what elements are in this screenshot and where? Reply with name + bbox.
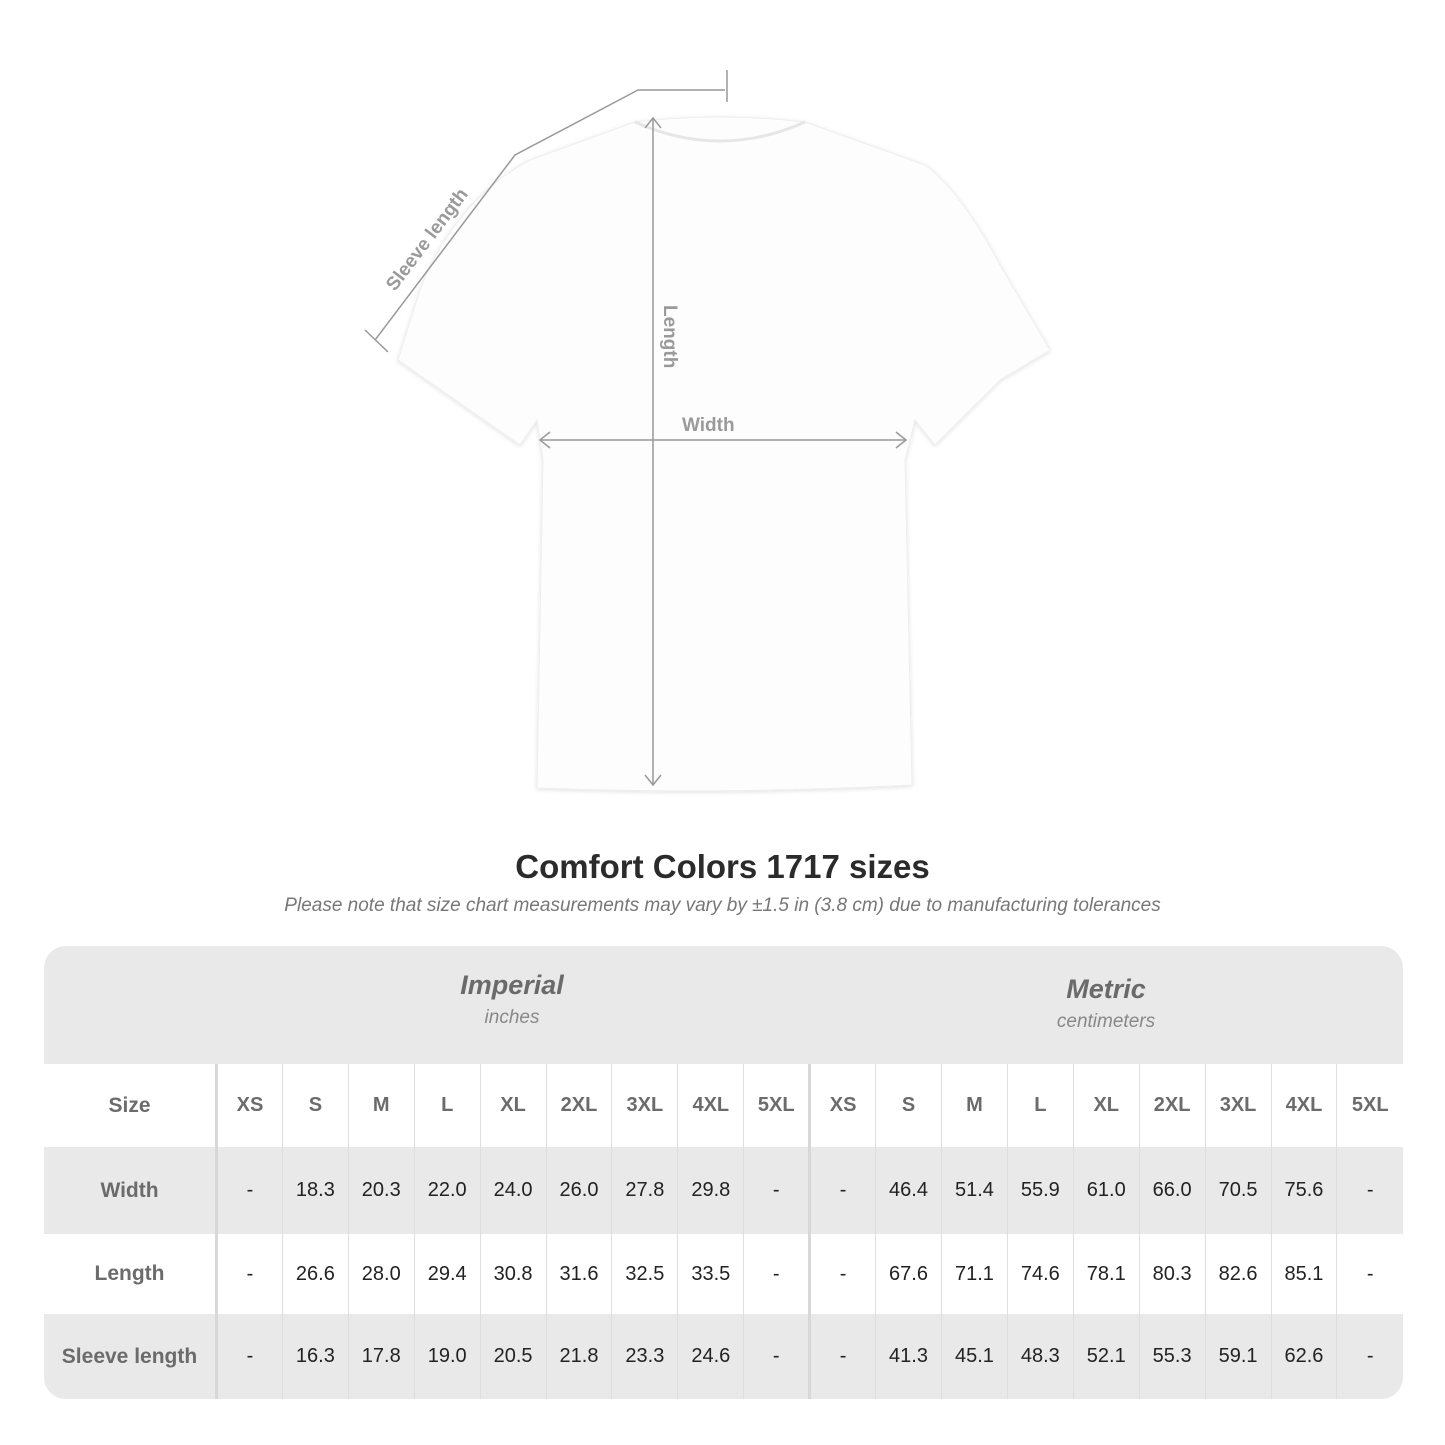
metric-value-cell: - (1336, 1314, 1403, 1399)
tshirt-image (397, 116, 1051, 792)
imperial-title: Imperial (460, 970, 564, 1000)
metric-size-xs: XS (808, 1064, 876, 1147)
metric-value-cell: 61.0 (1072, 1147, 1140, 1234)
imperial-value-cell: 30.8 (479, 1234, 547, 1314)
size-table-panel: Imperial inches Metric centimeters Size X… (44, 946, 1403, 1399)
imperial-value-cell: 22.0 (413, 1147, 481, 1234)
imperial-value-cell: 16.3 (281, 1314, 349, 1399)
metric-value-cell: 48.3 (1006, 1314, 1074, 1399)
metric-value-cell: - (808, 1147, 876, 1234)
imperial-value-cell: 24.0 (479, 1147, 547, 1234)
chart-title: Comfort Colors 1717 sizes (515, 848, 930, 885)
imperial-value-cell: 27.8 (611, 1147, 678, 1234)
metric-value-cell: 45.1 (940, 1314, 1008, 1399)
imperial-value-cell: 21.8 (545, 1314, 612, 1399)
metric-value-cell: 75.6 (1270, 1147, 1337, 1234)
imperial-value-cell: 31.6 (545, 1234, 612, 1314)
imperial-value-cell: 23.3 (611, 1314, 678, 1399)
metric-value-cell: 59.1 (1204, 1314, 1271, 1399)
imperial-value-cell: 20.5 (479, 1314, 547, 1399)
tshirt-diagram: Sleeve length Length Width (364, 70, 1051, 792)
imperial-size-m: M (347, 1064, 415, 1147)
imperial-size-xs: XS (216, 1064, 283, 1147)
metric-value-cell: 55.3 (1138, 1314, 1206, 1399)
metric-value-cell: 52.1 (1072, 1314, 1140, 1399)
metric-title: Metric (1066, 974, 1146, 1004)
size-header: Size (44, 1064, 218, 1147)
imperial-size-s: S (281, 1064, 349, 1147)
imperial-unit: inches (484, 1007, 540, 1028)
imperial-size-4xl: 4XL (677, 1064, 744, 1147)
metric-size-4xl: 4XL (1270, 1064, 1337, 1147)
metric-value-cell: 66.0 (1138, 1147, 1206, 1234)
tolerance-note: Please note that size chart measurements… (284, 895, 1161, 916)
metric-value-cell: 70.5 (1204, 1147, 1271, 1234)
metric-value-cell: 67.6 (875, 1234, 942, 1314)
metric-size-l: L (1006, 1064, 1074, 1147)
metric-value-cell: - (808, 1234, 876, 1314)
metric-value-cell: 41.3 (875, 1314, 942, 1399)
metric-value-cell: 78.1 (1072, 1234, 1140, 1314)
imperial-value-cell: - (216, 1314, 283, 1399)
metric-value-cell: 82.6 (1204, 1234, 1271, 1314)
imperial-value-cell: - (743, 1147, 810, 1234)
imperial-value-cell: 32.5 (611, 1234, 678, 1314)
metric-value-cell: 51.4 (940, 1147, 1008, 1234)
imperial-value-cell: 26.0 (545, 1147, 612, 1234)
imperial-size-3xl: 3XL (611, 1064, 678, 1147)
row-label: Sleeve length (44, 1314, 218, 1399)
metric-unit: centimeters (1056, 1011, 1156, 1032)
imperial-header: Imperial inches (215, 946, 809, 1064)
metric-size-5xl: 5XL (1336, 1064, 1403, 1147)
imperial-value-cell: 17.8 (347, 1314, 415, 1399)
imperial-value-cell: 29.4 (413, 1234, 481, 1314)
size-table: Size XS S M L XL 2XL 3XL 4XL 5XL XS S M L XL 2XL 3XL 4XL 5… (44, 1064, 1403, 1399)
imperial-size-l: L (413, 1064, 481, 1147)
metric-value-cell: 80.3 (1138, 1234, 1206, 1314)
metric-value-cell: - (808, 1314, 876, 1399)
metric-size-2xl: 2XL (1138, 1064, 1206, 1147)
metric-value-cell: - (1336, 1234, 1403, 1314)
table-header-row: Size XS S M L XL 2XL 3XL 4XL 5XL XS S M L XL 2XL 3XL 4XL 5… (44, 1064, 1403, 1147)
imperial-value-cell: 33.5 (677, 1234, 744, 1314)
imperial-size-2xl: 2XL (545, 1064, 612, 1147)
imperial-value-cell: - (743, 1314, 810, 1399)
metric-size-xl: XL (1072, 1064, 1140, 1147)
imperial-size-xl: XL (479, 1064, 547, 1147)
measurement-lines (364, 70, 908, 787)
metric-value-cell: 71.1 (940, 1234, 1008, 1314)
metric-value-cell: 55.9 (1006, 1147, 1074, 1234)
metric-value-cell: - (1336, 1147, 1403, 1234)
imperial-value-cell: 19.0 (413, 1314, 481, 1399)
imperial-value-cell: 29.8 (677, 1147, 744, 1234)
imperial-size-5xl: 5XL (743, 1064, 810, 1147)
metric-header: Metric centimeters (809, 946, 1403, 1064)
imperial-value-cell: - (743, 1234, 810, 1314)
imperial-value-cell: 20.3 (347, 1147, 415, 1234)
metric-value-cell: 46.4 (875, 1147, 942, 1234)
metric-value-cell: 74.6 (1006, 1234, 1074, 1314)
length-label: Length (659, 305, 680, 368)
table-row: Sleeve length -16.3 17.8 19.0 20.5 21.8 23.3 24… (44, 1314, 1403, 1399)
width-label: Width (682, 415, 735, 436)
row-label: Length (44, 1234, 218, 1314)
imperial-value-cell: - (216, 1147, 283, 1234)
metric-size-3xl: 3XL (1204, 1064, 1271, 1147)
imperial-value-cell: 26.6 (281, 1234, 349, 1314)
imperial-value-cell: 18.3 (281, 1147, 349, 1234)
table-row: Width -18.3 20.3 22.0 24.0 26.0 27.8 29.8- -46.4… (44, 1147, 1403, 1234)
metric-size-m: M (940, 1064, 1008, 1147)
table-row: Length -26.6 28.0 29.4 30.8 31.6 32.5 33.5- -67.… (44, 1234, 1403, 1314)
metric-value-cell: 85.1 (1270, 1234, 1337, 1314)
imperial-value-cell: 28.0 (347, 1234, 415, 1314)
imperial-value-cell: 24.6 (677, 1314, 744, 1399)
metric-value-cell: 62.6 (1270, 1314, 1337, 1399)
imperial-value-cell: - (216, 1234, 283, 1314)
metric-size-s: S (875, 1064, 942, 1147)
row-label: Width (44, 1147, 218, 1234)
